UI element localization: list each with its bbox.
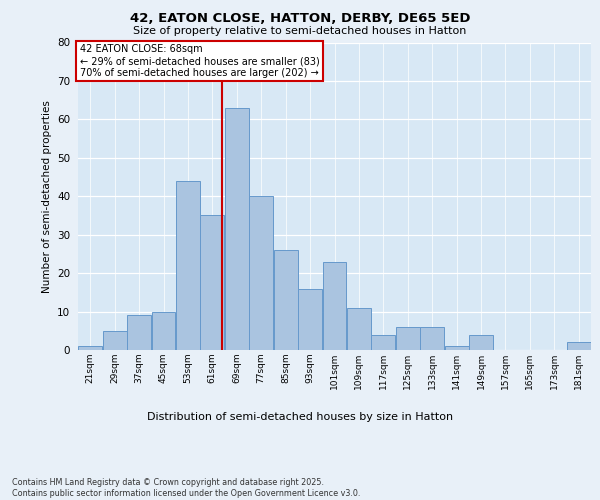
Bar (127, 316, 151, 350)
Text: Distribution of semi-detached houses by size in Hatton: Distribution of semi-detached houses by … (147, 412, 453, 422)
Bar (103, 331, 127, 350)
Bar (445, 346, 469, 350)
Bar (420, 327, 444, 350)
Bar (298, 288, 322, 350)
Bar (567, 342, 591, 350)
Bar (323, 262, 346, 350)
Bar (274, 250, 298, 350)
Y-axis label: Number of semi-detached properties: Number of semi-detached properties (41, 100, 52, 292)
Bar (152, 312, 175, 350)
Bar (78, 346, 102, 350)
Bar (176, 181, 200, 350)
Text: 42, EATON CLOSE, HATTON, DERBY, DE65 5ED: 42, EATON CLOSE, HATTON, DERBY, DE65 5ED (130, 12, 470, 24)
Text: Contains HM Land Registry data © Crown copyright and database right 2025.
Contai: Contains HM Land Registry data © Crown c… (12, 478, 361, 498)
Text: Size of property relative to semi-detached houses in Hatton: Size of property relative to semi-detach… (133, 26, 467, 36)
Text: 42 EATON CLOSE: 68sqm
← 29% of semi-detached houses are smaller (83)
70% of semi: 42 EATON CLOSE: 68sqm ← 29% of semi-deta… (80, 44, 319, 78)
Bar (249, 196, 273, 350)
Bar (396, 327, 420, 350)
Bar (371, 334, 395, 350)
Bar (225, 108, 249, 350)
Bar (347, 308, 371, 350)
Bar (469, 334, 493, 350)
Bar (200, 216, 224, 350)
